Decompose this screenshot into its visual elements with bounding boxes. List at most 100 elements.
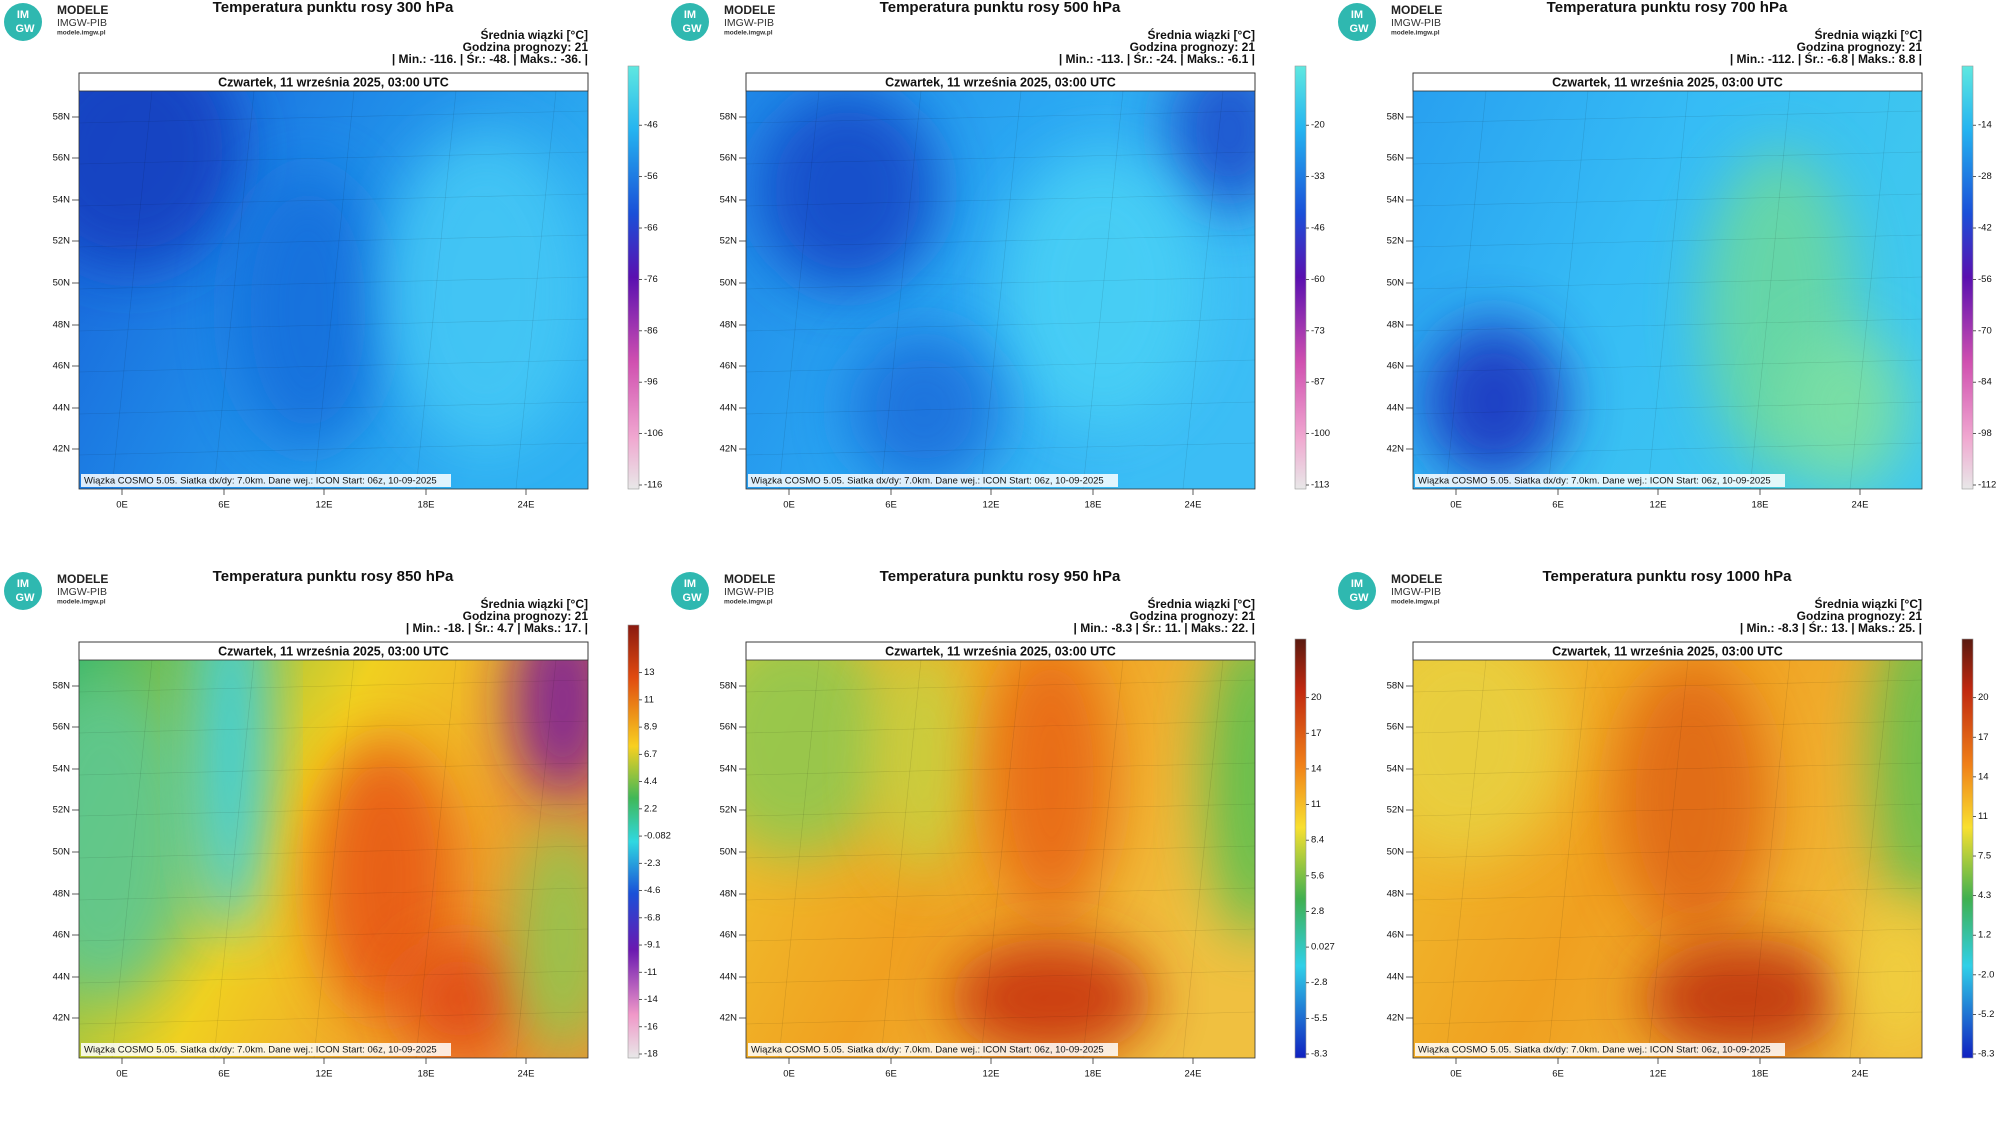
colorbar-label: -113 bbox=[1311, 480, 1329, 491]
logo-badge bbox=[1338, 572, 1376, 610]
graticule bbox=[746, 318, 1255, 332]
graticule bbox=[1849, 91, 1891, 489]
logo-name: MODELE bbox=[724, 572, 775, 586]
lat-label: 48N bbox=[1387, 889, 1405, 900]
colorbar-label: -76 bbox=[644, 274, 658, 285]
footer: Wiązka COSMO 5.05. Siatka dx/dy: 7.0km. … bbox=[751, 1045, 1104, 1056]
map-title: Temperatura punktu rosy 500 hPa bbox=[880, 0, 1121, 16]
lat-label: 44N bbox=[53, 403, 71, 414]
map-frame bbox=[745, 72, 1256, 490]
map-shade bbox=[746, 660, 899, 859]
colorbar-label: -2.0 bbox=[1978, 969, 1994, 980]
lon-label: 18E bbox=[1752, 500, 1769, 511]
lat-label: 58N bbox=[1387, 112, 1405, 123]
graticule bbox=[79, 110, 588, 124]
logo-badge bbox=[4, 572, 42, 610]
date-header: Czwartek, 11 września 2025, 03:00 UTC bbox=[218, 644, 449, 658]
colorbar-label: 7.5 bbox=[1978, 851, 1991, 862]
graticule bbox=[746, 359, 1255, 373]
graticule bbox=[746, 970, 1255, 984]
colorbar-label: -100 bbox=[1311, 428, 1330, 439]
colorbar-label: 13 bbox=[644, 667, 655, 678]
colorbar-label: -84 bbox=[1978, 377, 1992, 388]
map-shade bbox=[399, 938, 522, 1058]
colorbar-label: 4.3 bbox=[1978, 890, 1991, 901]
map-field bbox=[79, 660, 588, 1058]
colorbar bbox=[1961, 638, 1974, 1059]
graticule bbox=[778, 660, 820, 1058]
graticule bbox=[746, 110, 1255, 124]
colorbar-label: -14 bbox=[644, 994, 658, 1005]
lon-label: 6E bbox=[885, 500, 897, 511]
stats: | Min.: -8.3 | Śr.: 13. | Maks.: 25. | bbox=[1740, 620, 1922, 635]
graticule bbox=[1445, 91, 1487, 489]
logo-name: MODELE bbox=[1391, 572, 1442, 586]
lat-label: 44N bbox=[1387, 972, 1405, 983]
map-shade bbox=[231, 170, 385, 450]
lat-label: 50N bbox=[720, 278, 738, 289]
graticule bbox=[980, 91, 1022, 489]
lon-label: 0E bbox=[783, 500, 795, 511]
forecast-hour: Godzina prognozy: 21 bbox=[1797, 40, 1923, 54]
graticule bbox=[79, 234, 588, 248]
colorbar-label: -98 bbox=[1978, 428, 1992, 439]
graticule bbox=[415, 91, 457, 489]
map-field bbox=[746, 91, 1255, 489]
logo-url: modele.imgw.pl bbox=[1391, 599, 1440, 606]
forecast-hour: Godzina prognozy: 21 bbox=[463, 40, 589, 54]
map-title: Temperatura punktu rosy 300 hPa bbox=[213, 0, 454, 16]
graticule bbox=[79, 887, 588, 901]
logo-org: IMGW-PIB bbox=[724, 17, 774, 29]
lat-label: 58N bbox=[720, 112, 738, 123]
graticule bbox=[746, 928, 1255, 942]
colorbar-label: 5.6 bbox=[1311, 870, 1324, 881]
forecast-hour: Godzina prognozy: 21 bbox=[1130, 40, 1256, 54]
map-shade bbox=[79, 91, 242, 271]
graticule bbox=[1082, 660, 1124, 1058]
graticule bbox=[213, 660, 255, 1058]
lat-label: 48N bbox=[53, 889, 71, 900]
stats: | Min.: -116. | Śr.: -48. | Maks.: -36. … bbox=[392, 51, 588, 66]
logo-badge-top: IM bbox=[1351, 578, 1363, 590]
colorbar-label: -18 bbox=[644, 1049, 658, 1060]
lat-label: 48N bbox=[720, 320, 738, 331]
logo-badge bbox=[671, 572, 709, 610]
lat-label: 54N bbox=[1387, 195, 1405, 206]
logo-name: MODELE bbox=[57, 572, 108, 586]
logo-badge-top: IM bbox=[684, 578, 696, 590]
graticule bbox=[746, 151, 1255, 165]
lat-label: 56N bbox=[720, 722, 738, 733]
map-shade bbox=[384, 130, 588, 450]
logo-url: modele.imgw.pl bbox=[724, 30, 773, 37]
graticule bbox=[79, 193, 588, 207]
lat-label: 46N bbox=[720, 361, 738, 372]
graticule bbox=[746, 679, 1255, 693]
logo-badge-bottom: GW bbox=[16, 23, 36, 35]
lat-label: 42N bbox=[720, 444, 738, 455]
date-header: Czwartek, 11 września 2025, 03:00 UTC bbox=[218, 75, 449, 89]
graticule bbox=[1749, 91, 1791, 489]
lon-label: 18E bbox=[418, 1069, 435, 1080]
colorbar-label: -66 bbox=[644, 223, 658, 234]
colorbar-label: -9.1 bbox=[644, 940, 660, 951]
map-shade bbox=[1204, 660, 1255, 939]
map-field bbox=[1413, 91, 1922, 489]
lat-label: 52N bbox=[720, 805, 738, 816]
logo-badge bbox=[671, 3, 709, 41]
lon-label: 24E bbox=[1852, 1069, 1869, 1080]
graticule bbox=[515, 91, 557, 489]
map-shade bbox=[756, 91, 940, 290]
lat-label: 52N bbox=[53, 236, 71, 247]
graticule bbox=[880, 91, 922, 489]
lat-label: 52N bbox=[1387, 805, 1405, 816]
graticule bbox=[1082, 91, 1124, 489]
graticule bbox=[746, 845, 1255, 859]
colorbar-label: 11 bbox=[1311, 799, 1321, 810]
lon-label: 12E bbox=[316, 500, 333, 511]
map-frame bbox=[1412, 641, 1923, 1059]
graticule bbox=[313, 660, 355, 1058]
lat-label: 56N bbox=[720, 153, 738, 164]
